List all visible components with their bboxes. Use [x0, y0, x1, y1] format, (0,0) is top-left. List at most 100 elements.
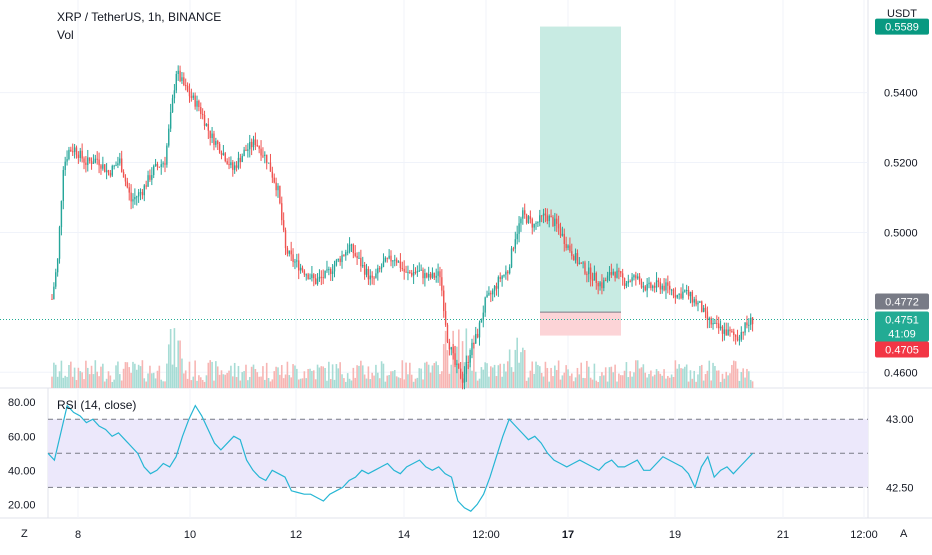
candle-body	[298, 260, 300, 271]
candle-body	[75, 147, 78, 155]
candle-body	[492, 290, 494, 295]
volume-bar	[610, 366, 613, 388]
candle-body	[354, 253, 356, 256]
volume-bar	[277, 367, 279, 388]
volume-bar	[107, 371, 110, 388]
candle-body	[461, 378, 464, 383]
volume-bar	[53, 362, 55, 388]
candle-body	[665, 282, 667, 291]
volume-bar	[132, 361, 134, 388]
candle-body	[66, 159, 68, 162]
candle-body	[322, 277, 324, 279]
volume-bar	[533, 373, 535, 388]
volume-bar	[727, 375, 729, 388]
candle-body	[326, 269, 328, 271]
volume-bar	[292, 364, 294, 388]
volume-bar	[149, 365, 151, 388]
candle-body	[403, 268, 405, 272]
volume-bar	[288, 375, 291, 388]
volume-bar	[341, 374, 343, 388]
candle-body	[55, 272, 57, 287]
volume-bar	[418, 368, 421, 388]
candle-body	[548, 215, 550, 222]
volume-bar	[397, 377, 400, 388]
auto-scale-button[interactable]: A	[900, 528, 908, 540]
candle-body	[738, 339, 741, 341]
volume-bar	[412, 381, 415, 388]
candle-body	[657, 280, 660, 283]
volume-bar	[555, 370, 558, 388]
candle-body	[314, 278, 317, 285]
volume-bar	[706, 370, 709, 388]
candle-body	[401, 268, 403, 270]
volume-bar	[331, 364, 334, 388]
volume-bar	[633, 372, 635, 388]
candle-body	[443, 290, 445, 312]
candle-body	[646, 284, 648, 291]
volume-bar	[476, 380, 479, 388]
volume-bar	[687, 381, 690, 388]
rsi-tick-label: 40.00	[8, 465, 36, 477]
volume-bar	[744, 377, 746, 388]
candle-body	[699, 301, 701, 303]
price-tick-label: 0.4600	[884, 367, 918, 379]
volume-bar	[258, 376, 260, 388]
volume-bar	[145, 381, 147, 388]
volume-bar	[450, 364, 453, 388]
candle-body	[687, 290, 690, 297]
candle-body	[614, 271, 616, 278]
volume-bar	[714, 366, 716, 388]
candle-body	[571, 251, 573, 256]
candle-body	[644, 286, 646, 291]
candle-body	[584, 262, 586, 274]
candle-body	[330, 269, 332, 274]
volume-bar	[335, 364, 338, 388]
volume-bar	[480, 367, 483, 388]
volume-bar	[697, 374, 699, 388]
candle-body	[134, 197, 136, 200]
candle-body	[550, 215, 552, 218]
candle-body	[100, 165, 102, 169]
candle-body	[618, 270, 620, 272]
volume-bar	[518, 362, 520, 388]
candle-body	[605, 280, 607, 282]
volume-bar	[216, 366, 219, 388]
candle-body	[411, 273, 413, 276]
candle-body	[380, 266, 383, 269]
volume-bar	[629, 371, 631, 388]
volume-bar	[179, 340, 181, 388]
volume-bar	[578, 374, 581, 388]
candle-body	[346, 251, 349, 253]
volume-bar	[672, 376, 675, 388]
candle-body	[68, 149, 70, 160]
volume-bar	[85, 360, 87, 388]
volume-bar	[497, 365, 500, 388]
candle-body	[350, 244, 353, 246]
candle-body	[603, 280, 605, 289]
candle-body	[670, 289, 673, 291]
candle-body	[87, 157, 89, 165]
volume-bar	[625, 362, 628, 388]
candle-body	[448, 341, 451, 350]
volume-bar	[557, 360, 560, 388]
candle-body	[736, 336, 739, 341]
candle-body	[79, 150, 81, 158]
volume-legend: Vol	[57, 28, 74, 42]
candle-body	[363, 264, 366, 275]
currency-label[interactable]: USDT	[887, 8, 917, 20]
volume-bar	[444, 330, 447, 388]
candle-body	[437, 271, 439, 276]
volume-bar	[75, 380, 78, 388]
loss-zone	[540, 312, 621, 336]
candle-body	[625, 283, 628, 286]
volume-bar	[582, 377, 584, 388]
zoom-button[interactable]: Z	[21, 528, 28, 540]
candle-body	[171, 98, 174, 113]
candle-body	[569, 245, 571, 252]
volume-bar	[73, 367, 76, 388]
volume-bar	[503, 363, 505, 388]
candle-body	[164, 163, 166, 165]
volume-bar	[83, 379, 85, 388]
